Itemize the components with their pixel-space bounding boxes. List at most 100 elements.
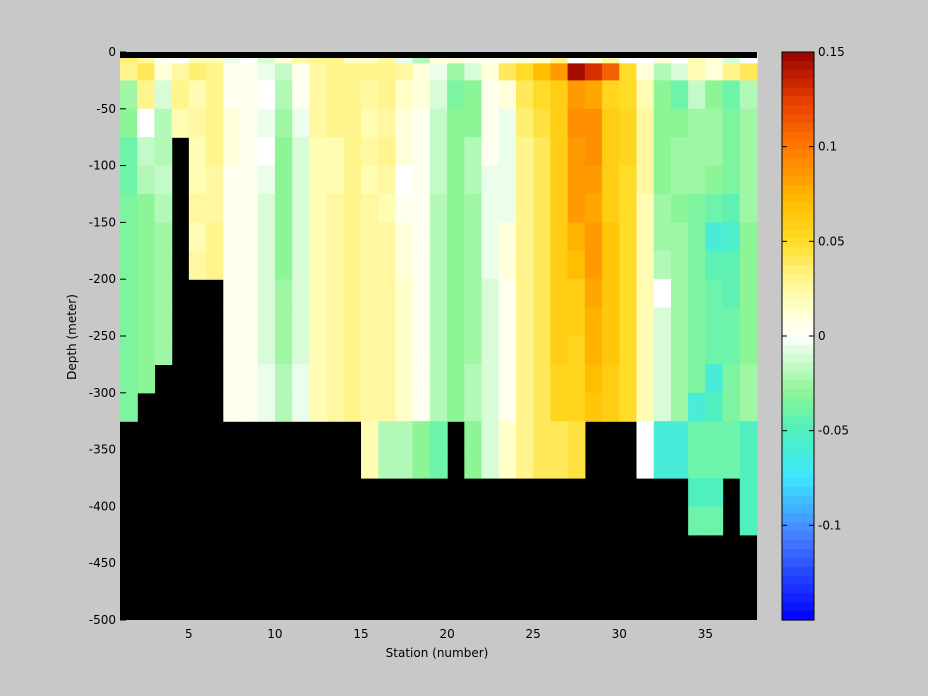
- heatmap-cell: [240, 364, 259, 394]
- heatmap-cell: [688, 392, 706, 422]
- heatmap-cell: [154, 250, 173, 280]
- heatmap-cell: [395, 165, 414, 195]
- heatmap-cell: [326, 336, 345, 365]
- heatmap-cell: [447, 336, 465, 365]
- colorbar-segment: [782, 584, 814, 594]
- heatmap-cell: [361, 449, 379, 479]
- heatmap-cell: [154, 80, 173, 110]
- heatmap-cell: [274, 63, 293, 81]
- heatmap-cell: [240, 392, 259, 422]
- heatmap-cell: [326, 222, 345, 252]
- heatmap-cell: [619, 165, 638, 195]
- heatmap-cell: [515, 108, 534, 138]
- heatmap-cell: [464, 63, 483, 81]
- heatmap-cell: [688, 336, 706, 365]
- heatmap-cell: [361, 194, 379, 223]
- colorbar-segment: [782, 451, 814, 461]
- heatmap-cell: [361, 137, 379, 167]
- heatmap-cell: [567, 364, 586, 394]
- heatmap-cell: [188, 194, 207, 223]
- colorbar-segment: [782, 149, 814, 160]
- heatmap-cell: [292, 80, 310, 110]
- heatmap-cell: [412, 336, 431, 365]
- heatmap-cell: [395, 421, 414, 451]
- heatmap-cell: [550, 222, 569, 252]
- heatmap-cell: [274, 392, 293, 422]
- heatmap-cell: [120, 194, 138, 223]
- heatmap-cell: [688, 478, 706, 507]
- heatmap-cell: [722, 364, 741, 394]
- heatmap-cell: [395, 63, 414, 81]
- colorbar-segment: [782, 486, 814, 497]
- heatmap-cell: [120, 108, 138, 138]
- heatmap-cell: [670, 279, 689, 309]
- heatmap-cell: [429, 336, 448, 365]
- heatmap-cell: [584, 364, 603, 394]
- heatmap-cell: [395, 80, 414, 110]
- x-axis-label: Station (number): [386, 646, 489, 660]
- colorbar-segment: [782, 78, 814, 89]
- heatmap-cell: [498, 449, 517, 479]
- heatmap-cell: [602, 279, 620, 309]
- heatmap-cell: [378, 137, 397, 167]
- colorbar-segment: [782, 478, 814, 488]
- heatmap-cell: [257, 364, 276, 394]
- heatmap-cell: [188, 80, 207, 110]
- heatmap-cell: [670, 63, 689, 81]
- heatmap-cell: [636, 307, 655, 337]
- heatmap-cell: [739, 80, 758, 110]
- heatmap-cell: [653, 165, 672, 195]
- heatmap-cell: [533, 307, 552, 337]
- heatmap-cell: [326, 108, 345, 138]
- heatmap-cell: [292, 63, 310, 81]
- heatmap-cell: [464, 279, 483, 309]
- heatmap-cell: [670, 250, 689, 280]
- heatmap-cell: [395, 336, 414, 365]
- colorbar-segment: [782, 220, 814, 231]
- colorbar-segment: [782, 256, 814, 266]
- colorbar-tick-label: 0.05: [818, 234, 845, 248]
- heatmap-cell: [584, 63, 603, 81]
- heatmap-cell: [378, 63, 397, 81]
- heatmap-cell: [670, 222, 689, 252]
- heatmap-cell: [429, 449, 448, 479]
- heatmap-cell: [498, 108, 517, 138]
- heatmap-cell: [515, 137, 534, 167]
- heatmap-cell: [429, 307, 448, 337]
- heatmap-cell: [515, 80, 534, 110]
- heatmap-cell: [395, 194, 414, 223]
- heatmap-cell: [292, 165, 310, 195]
- heatmap-cell: [120, 80, 138, 110]
- heatmap-cell: [326, 250, 345, 280]
- heatmap-cell: [670, 108, 689, 138]
- heatmap-cell: [240, 279, 259, 309]
- heatmap-cell: [636, 336, 655, 365]
- heatmap-cell: [292, 137, 310, 167]
- heatmap-cell: [688, 165, 706, 195]
- colorbar-segment: [782, 469, 814, 479]
- heatmap-cell: [688, 449, 706, 479]
- heatmap-cell: [533, 165, 552, 195]
- heatmap-cell: [584, 165, 603, 195]
- y-tick-label: -400: [89, 499, 116, 513]
- heatmap-cell: [447, 364, 465, 394]
- heatmap-cell: [361, 392, 379, 422]
- heatmap-cell: [361, 63, 379, 81]
- heatmap-cell: [481, 80, 500, 110]
- heatmap-cell: [636, 108, 655, 138]
- heatmap-cell: [257, 392, 276, 422]
- y-tick-label: -200: [89, 272, 116, 286]
- heatmap-cell: [292, 336, 310, 365]
- heatmap-cell: [326, 194, 345, 223]
- colorbar-segment: [782, 300, 814, 310]
- heatmap-cell: [739, 137, 758, 167]
- heatmap-cell: [120, 392, 138, 422]
- heatmap-cell: [343, 80, 362, 110]
- heatmap-cell: [636, 165, 655, 195]
- heatmap-cell: [498, 336, 517, 365]
- heatmap-cell: [567, 421, 586, 451]
- colorbar-segment: [782, 522, 814, 532]
- heatmap-cell: [705, 336, 724, 365]
- colorbar-segment: [782, 380, 814, 390]
- x-tick-label: 20: [439, 627, 454, 641]
